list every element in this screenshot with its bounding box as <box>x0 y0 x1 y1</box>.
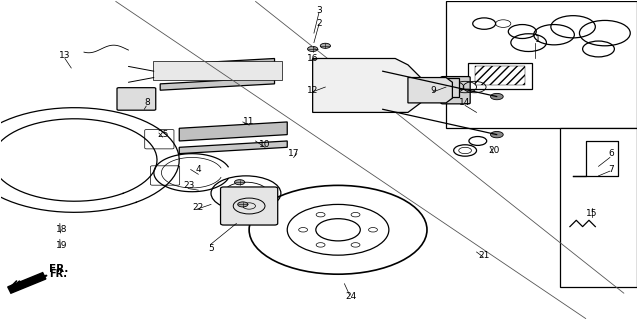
Text: 24: 24 <box>345 292 357 301</box>
Text: 23: 23 <box>183 181 195 190</box>
Text: FR.: FR. <box>49 269 67 279</box>
Circle shape <box>235 180 245 185</box>
Polygon shape <box>408 77 452 103</box>
Text: 18: 18 <box>56 225 68 234</box>
Text: 2: 2 <box>316 19 322 28</box>
Text: 10: 10 <box>259 140 271 148</box>
Text: 17: 17 <box>288 149 299 158</box>
Polygon shape <box>420 77 459 97</box>
Text: 16: 16 <box>307 54 318 63</box>
FancyBboxPatch shape <box>145 130 174 149</box>
FancyBboxPatch shape <box>117 88 156 110</box>
Circle shape <box>491 132 503 138</box>
FancyBboxPatch shape <box>441 76 470 91</box>
FancyBboxPatch shape <box>441 89 470 104</box>
Text: 22: 22 <box>193 203 204 212</box>
Bar <box>446 1 637 128</box>
Polygon shape <box>179 141 287 154</box>
Text: 9: 9 <box>431 86 436 95</box>
Circle shape <box>238 202 248 207</box>
Circle shape <box>491 93 503 100</box>
Text: 7: 7 <box>608 165 614 174</box>
Text: 3: 3 <box>316 6 322 15</box>
Text: 4: 4 <box>195 165 201 174</box>
FancyBboxPatch shape <box>151 166 180 185</box>
Text: 21: 21 <box>478 251 490 260</box>
Text: 14: 14 <box>459 99 471 108</box>
Text: 15: 15 <box>586 209 598 219</box>
FancyBboxPatch shape <box>221 187 278 225</box>
Circle shape <box>308 46 318 52</box>
Text: 8: 8 <box>145 99 151 108</box>
Polygon shape <box>8 273 46 293</box>
Polygon shape <box>160 77 274 90</box>
Circle shape <box>320 43 330 48</box>
Text: 20: 20 <box>488 146 500 155</box>
Text: 11: 11 <box>243 117 255 126</box>
Text: 1: 1 <box>535 35 541 44</box>
Text: 6: 6 <box>608 149 614 158</box>
FancyBboxPatch shape <box>152 61 282 80</box>
Polygon shape <box>160 59 274 77</box>
Text: 13: 13 <box>59 51 71 60</box>
Polygon shape <box>179 122 287 141</box>
Text: 12: 12 <box>307 86 318 95</box>
Text: FR.: FR. <box>49 264 68 274</box>
Text: 5: 5 <box>208 244 214 253</box>
Polygon shape <box>313 59 420 112</box>
Bar <box>560 128 637 287</box>
Text: 19: 19 <box>56 241 68 250</box>
FancyBboxPatch shape <box>468 63 532 89</box>
FancyArrowPatch shape <box>16 276 47 286</box>
Text: 25: 25 <box>158 130 169 139</box>
